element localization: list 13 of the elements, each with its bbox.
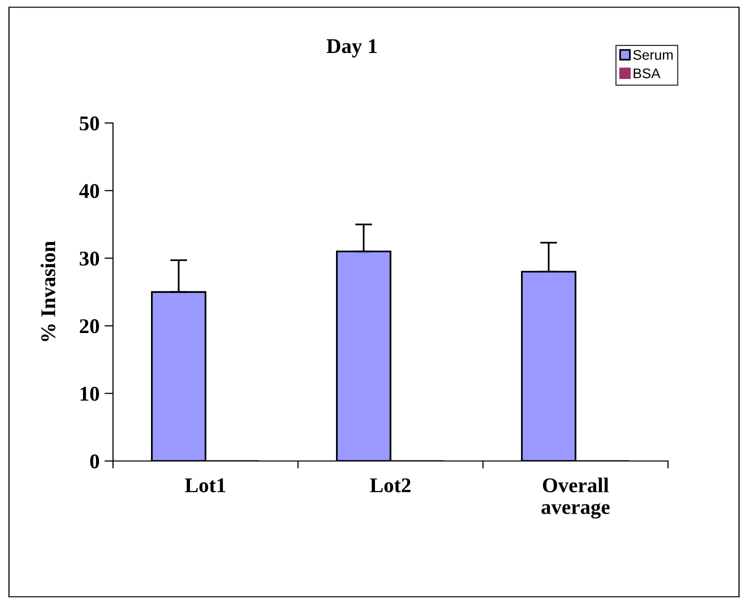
y-tick-label: 10 xyxy=(80,386,100,401)
x-tick-label: Lot2 xyxy=(370,478,410,492)
y-tick-label: 50 xyxy=(80,116,100,130)
x-tick-label: Lot1 xyxy=(185,478,226,492)
y-tick-label: 40 xyxy=(79,184,100,198)
chart-title: Day 1 xyxy=(326,39,377,58)
y-tick-label: 0 xyxy=(90,454,100,468)
legend-label: BSA xyxy=(634,68,660,78)
y-tick-label: 30 xyxy=(80,252,100,266)
y-tick-label: 20 xyxy=(80,319,100,334)
x-tick-label: Overall average xyxy=(541,478,610,519)
legend-label: Serum xyxy=(633,50,673,60)
y-axis-title: % Invasion xyxy=(40,241,56,342)
